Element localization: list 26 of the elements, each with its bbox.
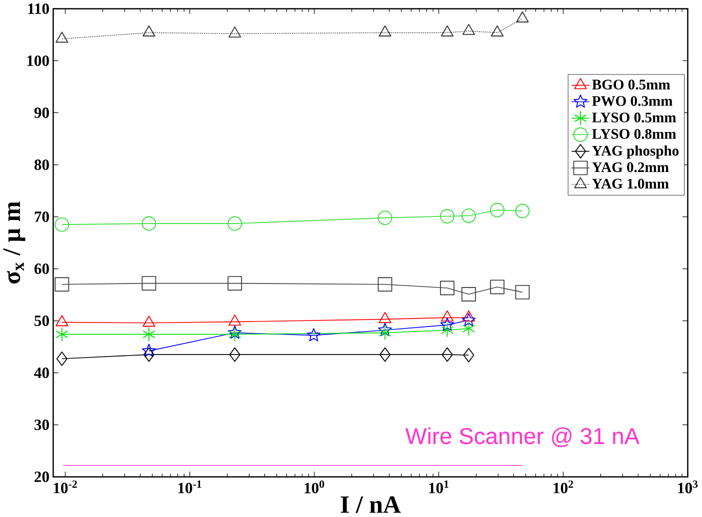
series-label: Wire Scanner @ 31 nA <box>405 428 640 448</box>
legend-label: LYSO 0.8mm <box>592 129 676 140</box>
y-tick-label: 70 <box>34 212 49 222</box>
y-tick-label: 110 <box>28 4 49 14</box>
x-axis-title: I / nA <box>340 496 401 514</box>
x-tick-label: 10$^{3}$ <box>678 480 698 494</box>
legend-label: YAG phospho <box>592 146 679 159</box>
y-tick-label: 90 <box>34 108 49 118</box>
x-tick-label: 10$^{0}$ <box>304 480 324 494</box>
y-tick-label: 30 <box>34 420 49 430</box>
legend-label: PWO 0.3mm <box>592 96 673 106</box>
x-tick-label: 10$^{2}$ <box>554 480 574 494</box>
y-tick-label: 80 <box>34 160 49 170</box>
x-tick-label: 10$^{1}$ <box>429 480 448 494</box>
y-tick-label: 60 <box>34 264 49 274</box>
legend-label: BGO 0.5mm <box>592 80 670 90</box>
x-tick-label: 10$^{-2}$ <box>54 480 77 494</box>
legend-label: LYSO 0.5mm <box>592 112 676 123</box>
x-tick-label: 10$^{-1}$ <box>178 480 202 494</box>
y-tick-label: 40 <box>34 368 49 378</box>
legend-label: YAG 1.0mm <box>592 178 669 189</box>
y-tick-label: 50 <box>34 316 49 326</box>
legend-label: YAG 0.2mm <box>592 162 669 172</box>
y-tick-label: 100 <box>27 56 49 66</box>
y-axis-title: σ$_{x}$ / μ m <box>3 202 26 284</box>
y-tick-label: 20 <box>34 472 49 482</box>
